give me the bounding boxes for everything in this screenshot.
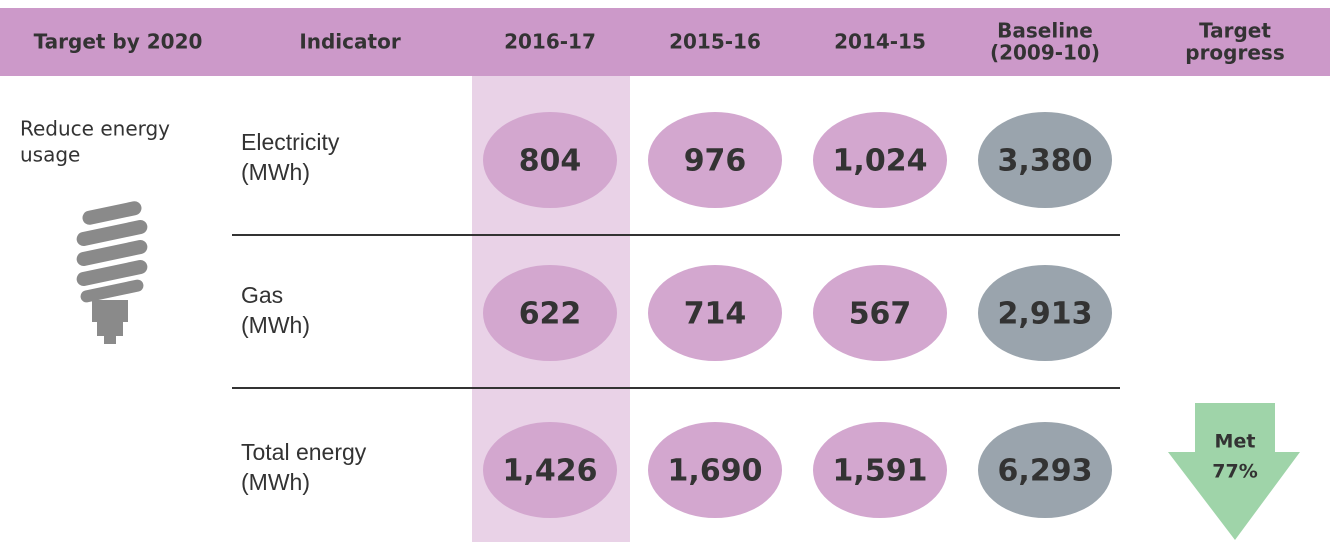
value-bubble (648, 265, 782, 361)
bulb-icon (76, 201, 148, 344)
value-bubble (483, 112, 617, 208)
indicator-label: Gas (241, 282, 283, 308)
value-label: 804 (519, 144, 582, 179)
target-label: usage (20, 143, 80, 167)
value-bubble (483, 265, 617, 361)
value-bubble (813, 422, 947, 518)
header-label: 2016-17 (504, 30, 596, 54)
indicator-label: (MWh) (241, 312, 310, 338)
indicator-label: Electricity (241, 129, 340, 155)
header-label: Target (1199, 19, 1271, 43)
value-bubble (648, 112, 782, 208)
indicator-label: (MWh) (241, 159, 310, 185)
header-label: progress (1185, 41, 1284, 65)
value-bubble (978, 112, 1112, 208)
value-bubble (813, 112, 947, 208)
header-label: Baseline (997, 19, 1093, 43)
value-label: 2,913 (998, 297, 1093, 332)
header-label: Indicator (299, 30, 401, 54)
indicator-label: (MWh) (241, 469, 310, 495)
header-bar (0, 8, 1330, 76)
value-label: 6,293 (998, 454, 1093, 489)
value-label: 1,024 (833, 144, 928, 179)
value-label: 1,426 (503, 454, 598, 489)
target-label: Reduce energy (20, 117, 170, 141)
value-bubble (978, 422, 1112, 518)
value-label: 622 (519, 297, 582, 332)
value-bubble (648, 422, 782, 518)
value-label: 976 (684, 144, 747, 179)
header-label: 2015-16 (669, 30, 761, 54)
value-bubble (978, 265, 1112, 361)
value-bubble (813, 265, 947, 361)
value-label: 1,690 (668, 454, 763, 489)
header-label: (2009-10) (990, 41, 1100, 65)
progress-label: 77% (1212, 461, 1257, 483)
value-bubble (483, 422, 617, 518)
header-label: 2014-15 (834, 30, 926, 54)
value-label: 567 (849, 297, 912, 332)
progress-arrow (1168, 403, 1300, 540)
value-label: 1,591 (833, 454, 928, 489)
indicator-label: Total energy (241, 439, 367, 465)
value-label: 3,380 (998, 144, 1093, 179)
progress-label: Met (1215, 431, 1256, 453)
value-label: 714 (684, 297, 747, 332)
header-label: Target by 2020 (34, 30, 203, 54)
